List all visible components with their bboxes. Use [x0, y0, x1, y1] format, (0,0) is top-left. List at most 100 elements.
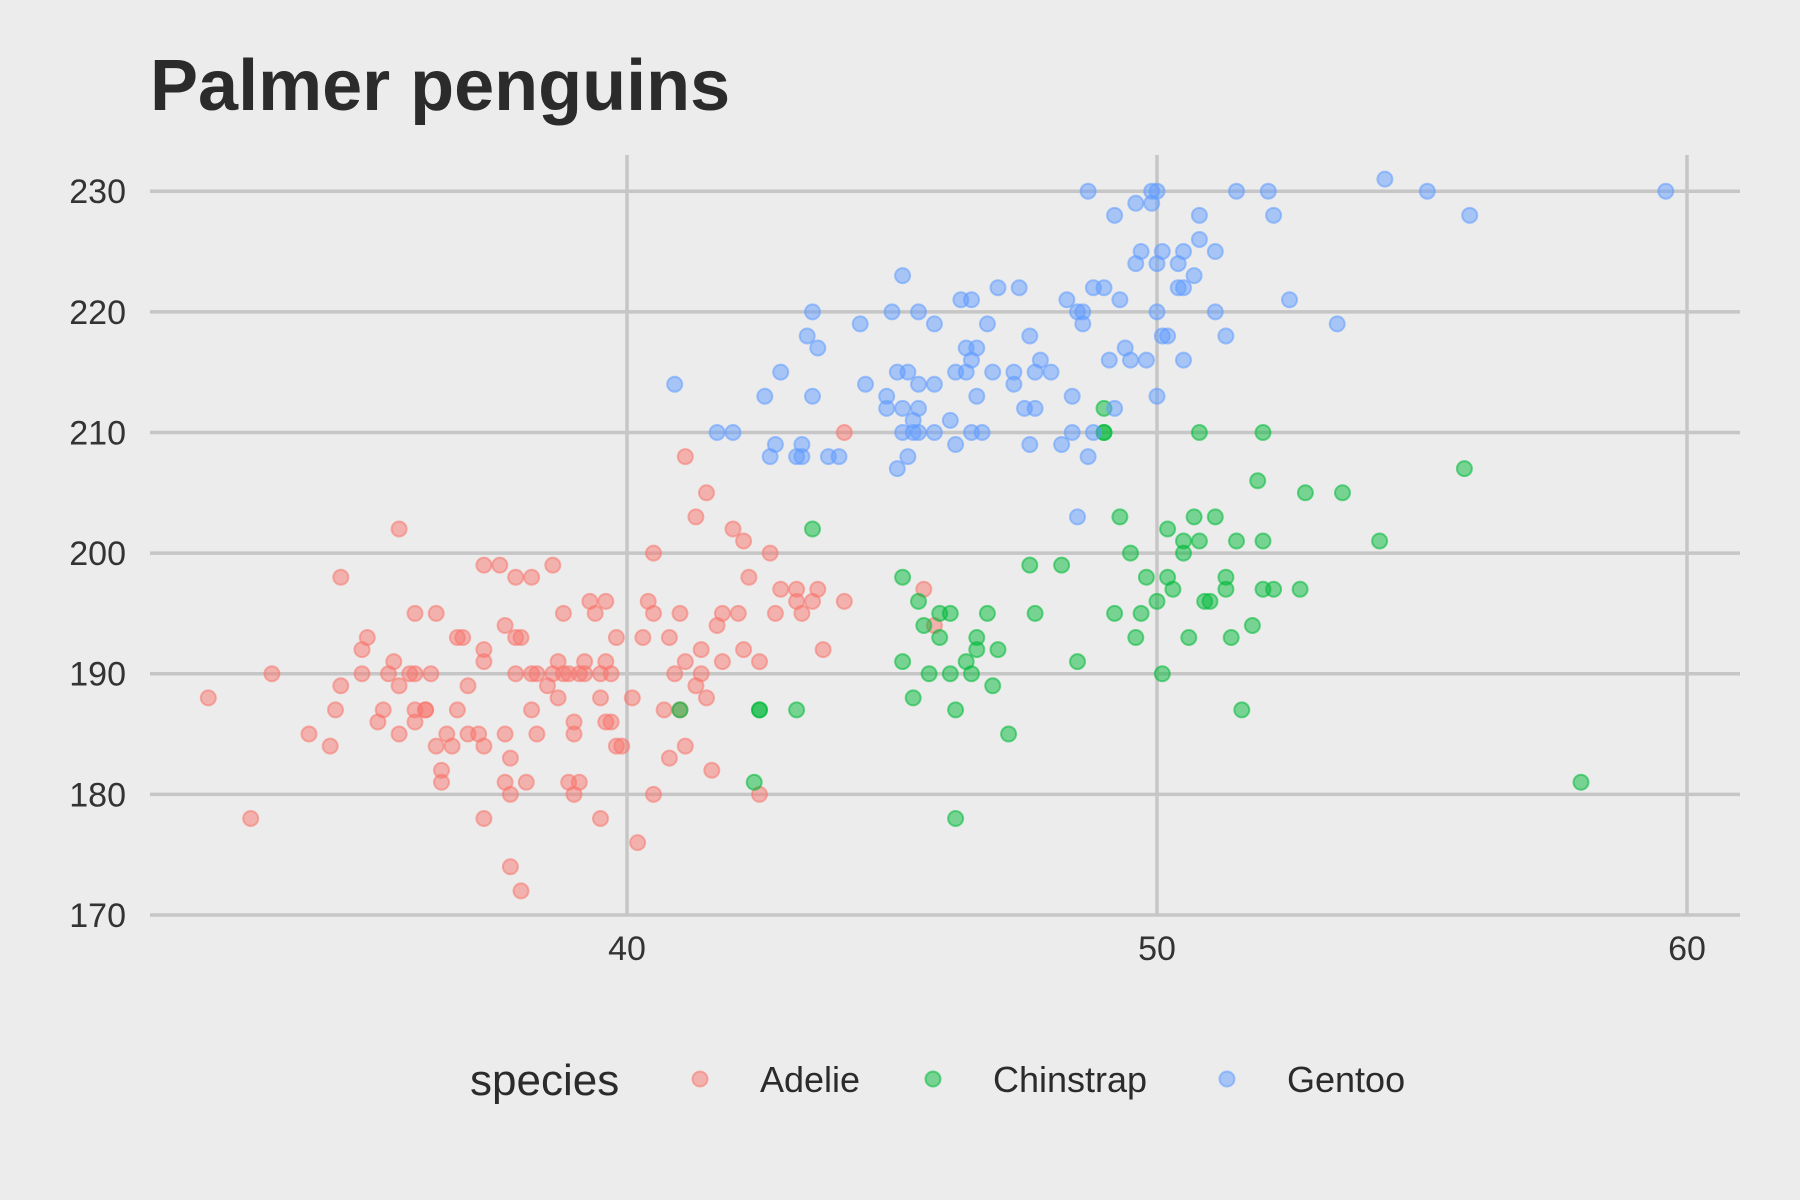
data-point-gentoo: [1259, 182, 1277, 200]
data-point-gentoo: [1079, 448, 1097, 466]
data-point-chinstrap: [1164, 580, 1182, 598]
data-point-adelie: [544, 556, 562, 574]
data-point-chinstrap: [1222, 629, 1240, 647]
data-point-gentoo: [1265, 206, 1283, 224]
y-tick-label: 170: [69, 897, 126, 935]
data-point-adelie: [570, 773, 588, 791]
data-point-adelie: [645, 785, 662, 803]
data-point-gentoo: [1281, 291, 1298, 309]
data-point-adelie: [809, 580, 827, 598]
data-point-chinstrap: [1249, 472, 1267, 490]
data-point-adelie: [597, 592, 615, 610]
data-point-chinstrap: [931, 629, 949, 647]
data-point-gentoo: [724, 423, 742, 441]
data-point-gentoo: [809, 339, 827, 357]
data-point-adelie: [602, 665, 620, 683]
data-point-gentoo: [1111, 291, 1129, 309]
data-point-gentoo: [1153, 243, 1171, 261]
axis-tick-labels: 170 180 190 200 210 220 230 40 50 60: [69, 173, 1706, 968]
data-point-gentoo: [910, 375, 927, 393]
legend: species Adelie Chinstrap Gentoo: [470, 1056, 1405, 1105]
data-point-adelie: [507, 665, 525, 683]
data-point-adelie: [554, 604, 572, 622]
data-point-gentoo: [978, 315, 996, 333]
data-point-adelie: [443, 737, 461, 755]
data-point-chinstrap: [751, 701, 768, 719]
data-point-adelie: [427, 737, 445, 755]
data-point-gentoo: [973, 423, 991, 441]
data-point-adelie: [687, 508, 705, 526]
data-point-adelie: [692, 641, 710, 659]
data-point-gentoo: [708, 423, 726, 441]
data-point-chinstrap: [1000, 725, 1018, 743]
data-point-chinstrap: [963, 665, 980, 683]
data-point-chinstrap: [894, 653, 912, 671]
data-point-chinstrap: [1132, 604, 1150, 622]
data-point-adelie: [512, 882, 530, 900]
data-point-gentoo: [804, 303, 821, 321]
data-point-chinstrap: [1106, 604, 1124, 622]
data-point-gentoo: [666, 375, 684, 393]
data-point-chinstrap: [745, 773, 763, 791]
data-point-adelie: [199, 689, 217, 707]
data-point-gentoo: [830, 448, 848, 466]
data-point-chinstrap: [1127, 629, 1145, 647]
data-point-adelie: [698, 689, 715, 707]
data-point-adelie: [602, 713, 620, 731]
data-point-adelie: [507, 568, 525, 586]
data-point-adelie: [448, 701, 466, 719]
data-point-gentoo: [910, 303, 927, 321]
data-point-adelie: [353, 665, 371, 683]
data-point-adelie: [501, 785, 519, 803]
data-point-gentoo: [894, 267, 912, 285]
data-point-gentoo: [1418, 182, 1436, 200]
data-point-chinstrap: [1243, 616, 1261, 634]
data-point-gentoo: [910, 423, 927, 441]
data-point-chinstrap: [904, 689, 922, 707]
data-point-adelie: [645, 604, 662, 622]
data-point-chinstrap: [920, 665, 938, 683]
data-point-adelie: [496, 725, 514, 743]
data-point-gentoo: [1053, 436, 1071, 454]
data-point-adelie: [671, 604, 689, 622]
y-tick-label: 180: [69, 776, 126, 814]
legend-key-chinstrap: [924, 1070, 942, 1088]
data-point-chinstrap: [1190, 423, 1208, 441]
data-point-chinstrap: [910, 592, 927, 610]
y-tick-label: 230: [69, 173, 126, 211]
data-point-adelie: [576, 665, 594, 683]
data-point-adelie: [327, 701, 344, 719]
x-tick-label: 50: [1138, 930, 1176, 968]
data-point-chinstrap: [1572, 773, 1590, 791]
data-point-gentoo: [804, 387, 821, 405]
y-tick-label: 190: [69, 656, 126, 694]
data-point-adelie: [406, 604, 424, 622]
y-tick-label: 220: [69, 294, 126, 332]
data-point-chinstrap: [1217, 568, 1235, 586]
data-point-adelie: [242, 809, 260, 827]
data-point-gentoo: [1042, 363, 1060, 381]
data-point-adelie: [523, 568, 541, 586]
legend-items: Adelie Chinstrap Gentoo: [691, 1059, 1405, 1100]
data-point-gentoo: [925, 423, 943, 441]
data-point-adelie: [676, 448, 694, 466]
data-point-adelie: [459, 677, 477, 695]
data-point-adelie: [660, 749, 678, 767]
data-point-chinstrap: [1233, 701, 1251, 719]
data-point-chinstrap: [1026, 604, 1044, 622]
data-point-adelie: [772, 580, 790, 598]
data-point-adelie: [358, 629, 376, 647]
data-point-adelie: [501, 749, 519, 767]
data-point-chinstrap: [1291, 580, 1309, 598]
data-point-adelie: [332, 677, 350, 695]
data-point-chinstrap: [1180, 629, 1198, 647]
data-point-adelie: [724, 520, 742, 538]
data-point-gentoo: [851, 315, 869, 333]
data-point-chinstrap: [894, 568, 912, 586]
data-point-gentoo: [883, 303, 901, 321]
data-point-gentoo: [772, 363, 790, 381]
data-point-gentoo: [1021, 327, 1039, 345]
data-point-adelie: [433, 773, 450, 791]
data-point-gentoo: [1159, 327, 1177, 345]
data-point-adelie: [417, 701, 435, 719]
